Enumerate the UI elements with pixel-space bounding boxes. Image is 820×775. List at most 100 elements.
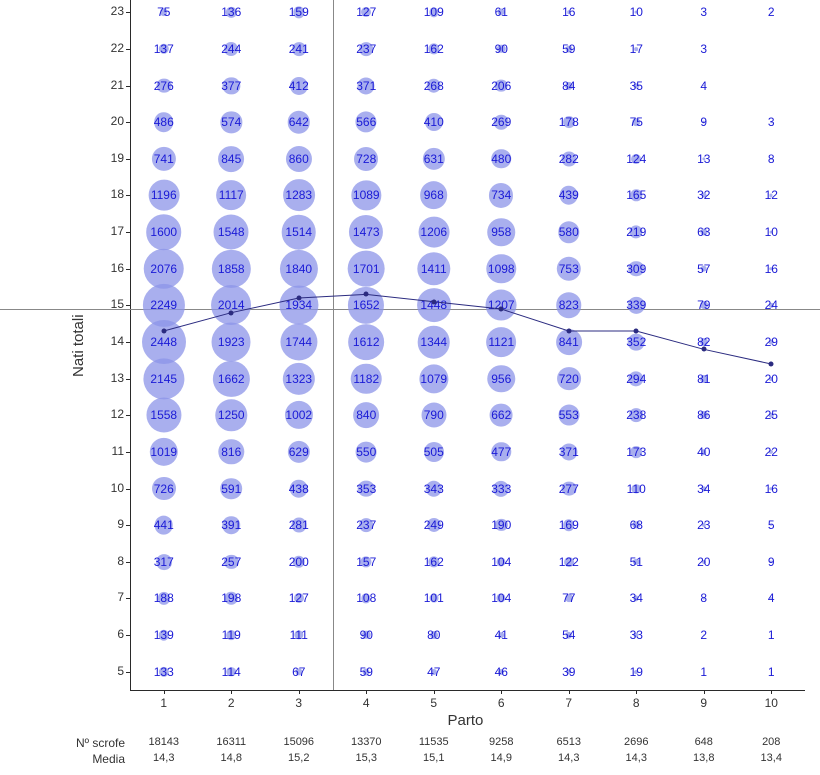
bubble — [348, 324, 384, 360]
bubble — [417, 252, 450, 285]
footer-value: 13,8 — [674, 752, 734, 764]
bubble — [358, 77, 375, 94]
bubble — [152, 147, 176, 171]
bubble — [294, 593, 304, 603]
bubble — [566, 669, 572, 675]
bubble — [700, 338, 708, 346]
bubble — [770, 598, 772, 600]
bubble — [633, 559, 639, 565]
bubble — [429, 8, 438, 17]
x-tick: 5 — [424, 696, 444, 710]
bubble — [429, 594, 438, 603]
bubble — [156, 554, 172, 570]
footer-value: 15,3 — [336, 752, 396, 764]
footer-value: 11535 — [404, 736, 464, 748]
line-dot — [431, 299, 436, 304]
x-tick: 1 — [154, 696, 174, 710]
x-tick: 6 — [491, 696, 511, 710]
bubble — [488, 365, 515, 392]
bubble — [497, 557, 506, 566]
x-tick-mark — [704, 690, 705, 694]
bubble — [212, 323, 251, 362]
bubble — [769, 267, 773, 271]
bubble — [154, 112, 174, 132]
y-axis-line — [130, 0, 131, 690]
y-tick-mark — [126, 598, 130, 599]
bubble — [287, 111, 310, 134]
line-dot — [296, 296, 301, 301]
bubble — [293, 7, 304, 18]
bubble — [635, 11, 638, 14]
bubble — [628, 334, 645, 351]
footer-value: 14,3 — [134, 752, 194, 764]
bubble — [143, 248, 184, 289]
bubble — [211, 285, 251, 325]
y-tick: 5 — [102, 664, 124, 678]
bubble — [214, 215, 249, 250]
footer-value: 14,9 — [471, 752, 531, 764]
bubble — [769, 303, 773, 307]
bubble — [290, 77, 308, 95]
bubble — [143, 284, 185, 326]
bubble — [225, 592, 238, 605]
x-tick-mark — [569, 690, 570, 694]
y-tick: 13 — [102, 371, 124, 385]
bubble — [218, 146, 244, 172]
y-tick-mark — [126, 49, 130, 50]
bubble — [703, 597, 706, 600]
bubble — [289, 479, 308, 498]
bubble — [291, 518, 306, 533]
bubble — [628, 297, 644, 313]
footer-value: 15096 — [269, 736, 329, 748]
bubble — [354, 147, 378, 171]
bubble — [212, 250, 250, 288]
footer-value: 16311 — [201, 736, 261, 748]
bubble — [631, 154, 641, 164]
bubble — [769, 377, 773, 381]
bubble — [283, 180, 315, 212]
bubble — [628, 261, 644, 277]
bubble — [559, 186, 578, 205]
bubble — [348, 250, 385, 287]
y-tick: 15 — [102, 297, 124, 311]
y-tick: 9 — [102, 517, 124, 531]
bubble — [702, 523, 706, 527]
bubble — [634, 47, 638, 51]
bubble-chart: 5678910111213141516171819202122231234567… — [0, 0, 820, 775]
bubble — [495, 519, 507, 531]
y-tick-mark — [126, 379, 130, 380]
x-tick: 4 — [356, 696, 376, 710]
bubble — [419, 364, 448, 393]
bubble — [222, 516, 240, 534]
bubble — [219, 439, 244, 464]
bubble — [702, 121, 705, 124]
bubble — [557, 367, 581, 391]
y-tick: 20 — [102, 114, 124, 128]
bubble — [220, 478, 242, 500]
bubble — [353, 402, 379, 428]
bubble — [556, 293, 582, 319]
bubble — [361, 7, 371, 17]
bubble — [292, 556, 305, 569]
bubble — [420, 182, 448, 210]
bubble — [426, 78, 441, 93]
bubble — [295, 668, 302, 675]
bubble — [770, 560, 773, 563]
bubble — [634, 596, 639, 601]
x-tick: 10 — [761, 696, 781, 710]
bubble — [634, 633, 639, 638]
bubble — [489, 183, 513, 207]
bubble — [492, 442, 511, 461]
bubble — [280, 250, 318, 288]
bubble — [498, 9, 505, 16]
y-tick: 23 — [102, 4, 124, 18]
bubble — [226, 630, 236, 640]
y-tick-mark — [126, 305, 130, 306]
bubble — [423, 148, 445, 170]
bubble — [567, 11, 571, 15]
bubble — [424, 442, 444, 462]
bubble — [356, 441, 377, 462]
bubble — [565, 82, 573, 90]
bubble — [703, 634, 704, 635]
bubble — [358, 480, 375, 497]
